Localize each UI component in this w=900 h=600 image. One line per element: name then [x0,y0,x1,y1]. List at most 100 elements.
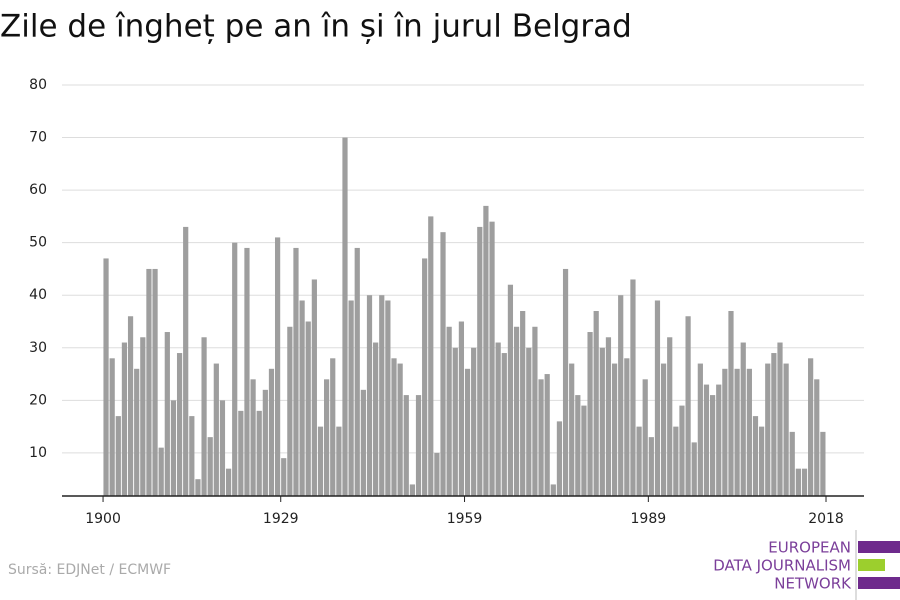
bar [532,326,538,496]
bar [403,395,409,496]
bar [330,358,336,496]
bar [274,237,281,497]
bar [311,279,317,496]
bar [299,300,305,496]
bar [685,316,691,496]
bar [691,442,697,496]
bar [605,337,612,496]
bar [452,347,458,496]
bar [183,226,189,496]
bar [176,353,183,496]
bar [109,358,115,496]
bar [752,416,759,496]
bar [593,310,599,496]
bar [409,484,415,496]
bar [103,258,109,496]
bar [483,205,489,496]
bar [611,363,618,496]
bar [428,216,434,496]
x-tick-label: 1989 [631,511,667,527]
bar [317,426,324,496]
bar [360,389,366,496]
bar [495,342,501,496]
bar [624,358,630,496]
bar [765,363,771,496]
bar [556,421,563,496]
bar [305,321,311,496]
y-tick-label: 60 [29,182,47,198]
source: Sursă: EDJNet / ECMWF [8,562,171,578]
bar [710,395,716,496]
bar [415,395,422,496]
bar [648,437,654,496]
bar [348,300,354,496]
bar [158,447,164,496]
bar [795,468,801,496]
bar [636,426,642,496]
bar [464,368,471,496]
bar [440,232,446,496]
bar [232,242,238,496]
bar [250,379,256,496]
bar [599,347,605,496]
bar [354,247,360,496]
bar [293,247,299,496]
y-tick-label: 40 [29,287,47,303]
chart-title: Zile de îngheț pe an în și în jurul Belg… [0,9,632,45]
bar [152,268,158,496]
bar [820,431,826,496]
bar [121,342,128,496]
bar [164,332,170,496]
bar [477,226,483,496]
bar [513,326,520,496]
bar [244,247,250,496]
bar [575,395,581,496]
bar [127,316,134,496]
bar [777,342,783,496]
logo-bar [858,541,900,553]
bar [207,437,213,496]
bar [654,300,661,496]
bar [213,363,219,496]
bar [660,363,667,496]
bar [526,347,532,496]
bar [458,321,465,496]
bar [808,358,814,496]
bar [146,268,152,496]
bar [397,363,403,496]
logo-text: EUROPEAN [768,539,851,557]
bar [140,337,146,496]
y-tick-label: 10 [29,445,47,461]
bar [550,484,556,496]
bar [434,452,440,496]
bar [630,279,636,496]
bar [587,332,593,496]
bar [581,405,587,496]
bar [538,379,544,496]
bar [287,326,293,496]
bar [238,410,244,496]
bar [759,426,765,496]
bar [697,363,703,496]
bar [569,363,575,496]
bar [728,310,734,496]
bar [115,416,121,496]
bar [544,374,550,496]
bar [562,268,569,496]
bar [446,326,452,496]
y-tick-label: 20 [29,392,47,408]
bar [703,384,710,496]
bar [189,416,195,496]
bar [489,221,495,497]
x-tick-label: 2018 [808,511,844,527]
bar [385,300,391,496]
bar [679,405,685,496]
x-tick-label: 1959 [447,511,483,527]
bar [801,468,808,496]
bar [262,389,268,496]
x-tick-label: 1929 [263,511,299,527]
y-tick-label: 30 [29,340,47,356]
bar [170,400,177,496]
bar [342,137,348,496]
logo-bar [858,559,885,571]
